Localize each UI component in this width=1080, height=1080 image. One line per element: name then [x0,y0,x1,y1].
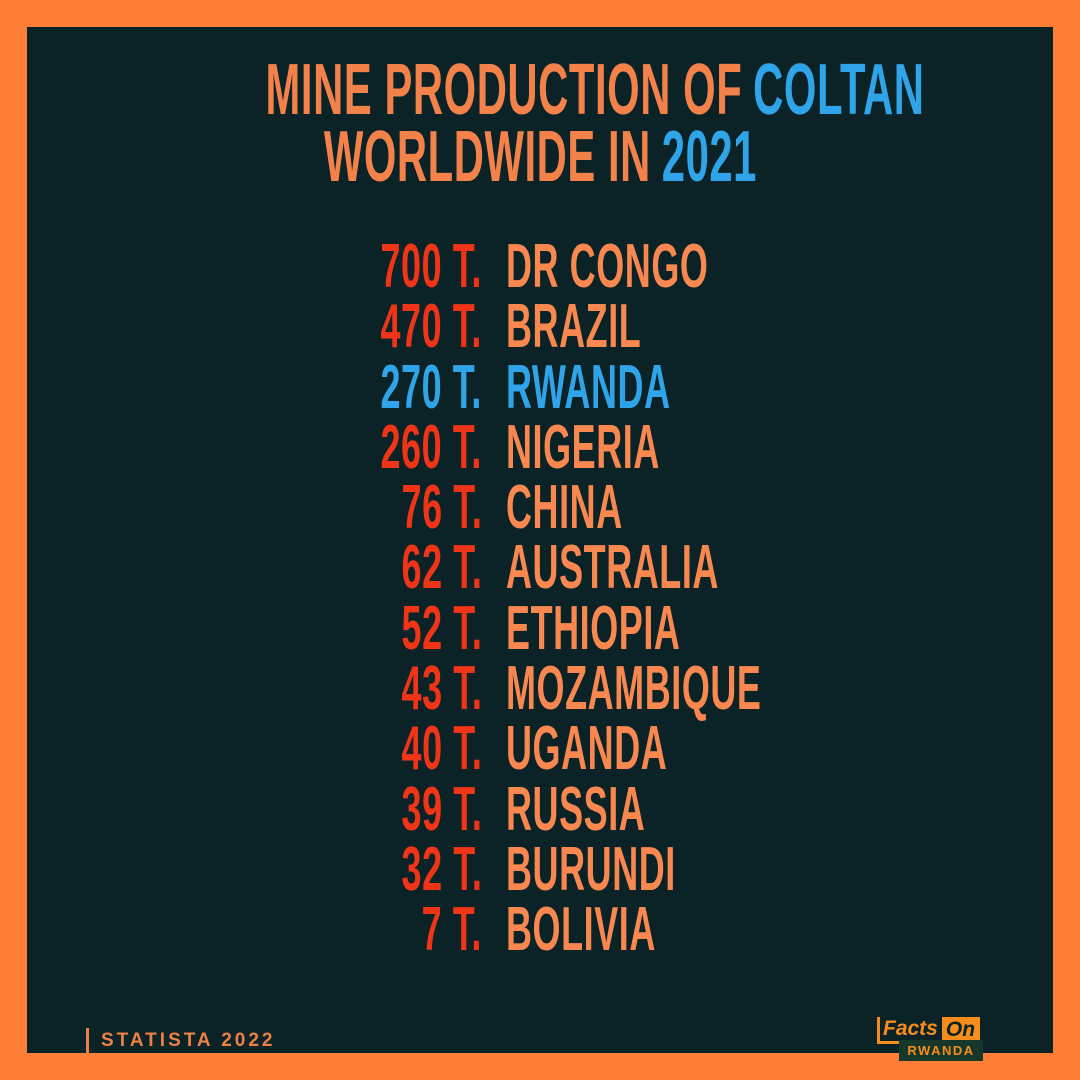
production-value: 32 T. [401,834,482,904]
production-value: 260 T. [380,412,482,482]
infographic-canvas: MINE PRODUCTION OF COLTAN WORLDWIDE IN 202… [27,27,1053,1061]
production-row: 270 T. RWANDA [27,352,1053,422]
title-line1-accent: COLTAN [753,50,925,130]
country-name: NIGERIA [506,412,660,482]
production-value: 43 T. [401,654,482,724]
country-name: AUSTRALIA [506,533,719,603]
country-name: RWANDA [506,352,671,422]
production-row: 470 T. BRAZIL [27,292,1053,362]
country-name: CHINA [506,473,623,543]
production-row: 52 T. ETHIOPIA [27,593,1053,663]
production-value: 52 T. [401,593,482,663]
production-row: 40 T. UGANDA [27,714,1053,784]
country-name: BURUNDI [506,834,676,904]
production-row: 700 T. DR CONGO [27,232,1053,301]
source-text: STATISTA 2022 [101,1029,276,1051]
title-line-1: MINE PRODUCTION OF COLTAN [27,54,1053,126]
country-name: UGANDA [506,714,668,784]
production-value: 270 T. [380,352,482,422]
source-divider-bar [86,1028,89,1053]
production-row: 260 T. NIGERIA [27,412,1053,482]
production-row: 7 T. BOLIVIA [27,895,1053,965]
production-value: 39 T. [401,774,482,844]
production-row: 62 T. AUSTRALIA [27,533,1053,603]
production-value: 62 T. [401,533,482,603]
production-row: 43 T. MOZAMBIQUE [27,654,1053,724]
production-value: 40 T. [401,714,482,784]
country-name: BRAZIL [506,292,642,362]
production-row: 76 T. CHINA [27,473,1053,543]
facts-on-rwanda-logo: Facts On RWANDA [877,1017,983,1061]
country-name: RUSSIA [506,774,646,844]
production-row: 39 T. RUSSIA [27,774,1053,844]
production-value: 7 T. [421,895,482,965]
country-name: ETHIOPIA [506,593,681,663]
production-value: 700 T. [380,232,482,301]
production-row: 32 T. BURUNDI [27,834,1053,904]
source-attribution: STATISTA 2022 [86,1028,276,1053]
page-title: MINE PRODUCTION OF COLTAN WORLDWIDE IN 202… [27,27,1053,193]
logo-rwanda-label: RWANDA [899,1040,983,1061]
production-list: 700 T. DR CONGO 470 T. BRAZIL 270 T. RWA… [27,232,1053,965]
production-value: 470 T. [380,292,482,362]
title-line1-main: MINE PRODUCTION OF [265,50,743,130]
country-name: BOLIVIA [506,895,656,965]
production-value: 76 T. [401,473,482,543]
country-name: DR CONGO [506,232,709,301]
country-name: MOZAMBIQUE [506,654,762,724]
title-line2-accent: 2021 [661,117,757,197]
title-line2-main: WORLDWIDE IN [323,117,651,197]
title-line-2: WORLDWIDE IN 2021 [27,121,1053,193]
